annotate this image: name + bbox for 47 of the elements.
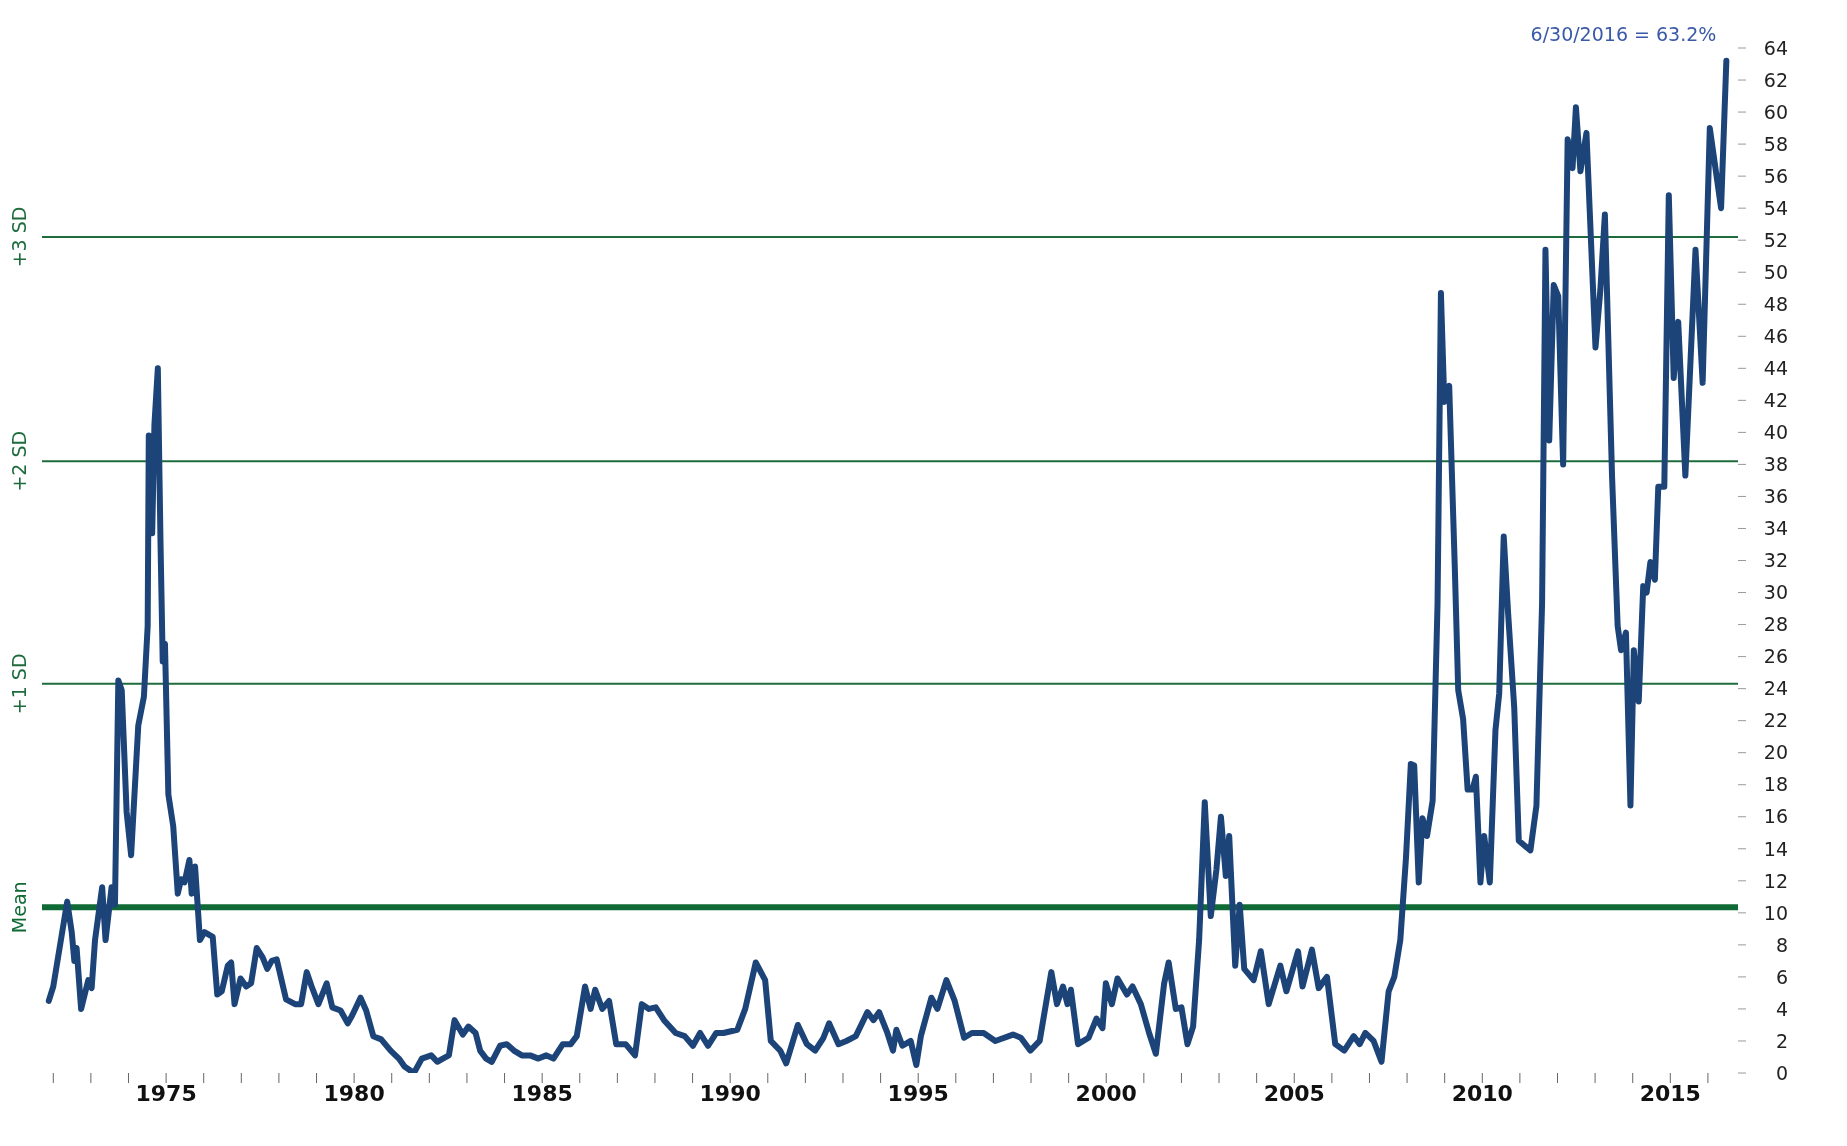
x-tick-label: 1975: [135, 1080, 197, 1106]
y-tick-label: 16: [1763, 805, 1788, 828]
y-tick-label: 32: [1763, 549, 1788, 572]
y-tick-label: 48: [1763, 292, 1788, 315]
y-tick-label: 26: [1763, 645, 1788, 668]
ref-line-label: Mean: [8, 881, 30, 934]
y-tick-label: 60: [1763, 100, 1788, 123]
ref-line-label: +1 SD: [8, 653, 30, 715]
y-tick-label: 12: [1763, 869, 1788, 892]
y-tick-label: 2: [1775, 1029, 1788, 1052]
x-tick-label: 1980: [323, 1080, 385, 1106]
y-tick-label: 34: [1763, 517, 1788, 540]
x-tick-label: 2015: [1639, 1080, 1701, 1106]
y-tick-label: 42: [1763, 389, 1788, 412]
y-tick-label: 64: [1763, 36, 1788, 59]
y-tick-label: 24: [1763, 677, 1788, 700]
y-tick-label: 6: [1775, 965, 1788, 988]
y-tick-label: 28: [1763, 613, 1788, 636]
ref-line-label: +3 SD: [8, 206, 30, 268]
y-tick-label: 44: [1763, 357, 1788, 380]
y-tick-label: 62: [1763, 68, 1788, 91]
x-tick-label: 2000: [1075, 1080, 1137, 1106]
y-tick-label: 36: [1763, 485, 1788, 508]
x-tick-label: 2010: [1451, 1080, 1513, 1106]
y-tick-label: 8: [1775, 933, 1788, 956]
y-tick-label: 20: [1763, 741, 1788, 764]
ref-line-label: +2 SD: [8, 430, 30, 492]
y-tick-label: 56: [1763, 164, 1788, 187]
y-tick-label: 0: [1775, 1061, 1788, 1084]
y-tick-label: 46: [1763, 325, 1788, 348]
y-tick-label: 54: [1763, 196, 1788, 219]
x-tick-label: 1990: [699, 1080, 761, 1106]
y-tick-label: 14: [1763, 837, 1788, 860]
y-tick-label: 22: [1763, 709, 1788, 732]
x-tick-label: 2005: [1263, 1080, 1325, 1106]
x-tick-label: 1995: [887, 1080, 949, 1106]
y-tick-label: 30: [1763, 581, 1788, 604]
y-tick-label: 38: [1763, 453, 1788, 476]
x-tick-label: 1985: [511, 1080, 573, 1106]
y-tick-label: 52: [1763, 228, 1788, 251]
y-tick-label: 58: [1763, 132, 1788, 155]
y-tick-label: 4: [1775, 997, 1788, 1020]
y-tick-label: 10: [1763, 901, 1788, 924]
y-tick-label: 50: [1763, 260, 1788, 283]
y-tick-label: 40: [1763, 421, 1788, 444]
y-tick-label: 18: [1763, 773, 1788, 796]
annotation: 6/30/2016 = 63.2%: [1530, 22, 1717, 45]
